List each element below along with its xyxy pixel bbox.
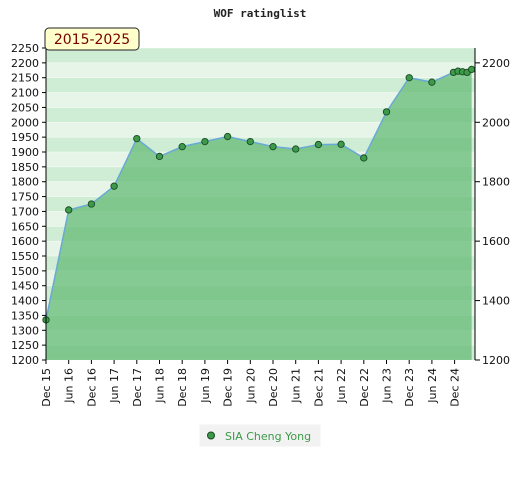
chart-title: WOF ratinglist bbox=[214, 7, 307, 20]
x-tick-label: Jun 17 bbox=[108, 368, 121, 404]
x-tick-label: Jun 16 bbox=[63, 368, 76, 404]
series-points bbox=[42, 65, 476, 324]
left-tick-label: 1650 bbox=[11, 220, 39, 233]
x-tick-label: Dec 19 bbox=[222, 368, 235, 407]
left-tick-label: 1850 bbox=[11, 161, 39, 174]
background-band bbox=[46, 62, 475, 78]
right-tick-label: 2200 bbox=[482, 57, 510, 70]
right-tick-label: 1200 bbox=[482, 354, 510, 367]
left-tick-label: 2150 bbox=[11, 72, 39, 85]
left-tick-label: 1950 bbox=[11, 131, 39, 144]
x-tick-label: Jun 18 bbox=[154, 368, 167, 404]
left-tick-label: 2100 bbox=[11, 87, 39, 100]
x-tick-label: Jun 23 bbox=[381, 368, 394, 404]
data-point bbox=[360, 154, 368, 162]
data-point bbox=[337, 140, 345, 148]
right-tick-label: 1800 bbox=[482, 176, 510, 189]
x-tick-label: Dec 24 bbox=[449, 368, 462, 407]
x-tick-label: Jun 21 bbox=[290, 368, 303, 404]
left-tick-label: 1600 bbox=[11, 235, 39, 248]
x-tick-label: Jun 22 bbox=[335, 368, 348, 404]
left-tick-label: 1350 bbox=[11, 309, 39, 322]
data-point bbox=[269, 143, 277, 151]
left-tick-label: 2250 bbox=[11, 42, 39, 55]
data-point bbox=[65, 206, 73, 214]
left-tick-label: 1700 bbox=[11, 205, 39, 218]
left-tick-label: 1250 bbox=[11, 339, 39, 352]
data-point bbox=[428, 78, 436, 86]
left-tick-label: 1900 bbox=[11, 146, 39, 159]
left-tick-label: 1550 bbox=[11, 250, 39, 263]
x-tick-label: Jun 24 bbox=[426, 368, 439, 404]
right-tick-label: 1400 bbox=[482, 295, 510, 308]
left-tick-label: 1750 bbox=[11, 191, 39, 204]
data-point bbox=[292, 145, 300, 153]
x-tick-label: Dec 15 bbox=[40, 368, 53, 407]
left-tick-label: 2050 bbox=[11, 101, 39, 114]
data-point bbox=[405, 74, 413, 82]
x-axis-ticks: Dec 15 Jun 16 Dec 16 Jun 17 Dec 17 Jun 18 Dec … bbox=[40, 360, 462, 407]
background-band bbox=[46, 77, 475, 93]
data-point bbox=[110, 182, 118, 190]
background-band bbox=[46, 48, 475, 63]
data-point bbox=[178, 143, 186, 151]
data-point bbox=[133, 134, 141, 143]
data-point bbox=[87, 200, 96, 208]
data-point bbox=[382, 108, 391, 116]
background-band bbox=[46, 107, 475, 123]
x-tick-label: Dec 16 bbox=[85, 368, 98, 407]
data-point bbox=[467, 65, 476, 74]
legend-marker bbox=[207, 431, 215, 440]
data-point bbox=[201, 137, 209, 146]
right-tick-label: 1600 bbox=[482, 235, 510, 248]
x-tick-label: Jun 20 bbox=[244, 368, 257, 404]
legend: SIA Cheng Yong bbox=[199, 424, 321, 447]
left-tick-label: 1400 bbox=[11, 295, 39, 308]
left-tick-label: 1200 bbox=[11, 354, 39, 367]
left-tick-label: 1450 bbox=[11, 280, 39, 293]
period-badge: 2015-2025 bbox=[44, 27, 140, 51]
x-tick-label: Jun 19 bbox=[199, 368, 212, 404]
data-point bbox=[223, 132, 232, 141]
background-band bbox=[46, 92, 475, 108]
x-tick-label: Dec 21 bbox=[312, 368, 325, 407]
background-band bbox=[46, 122, 475, 138]
x-tick-label: Dec 17 bbox=[131, 368, 144, 407]
right-axis-ticks: 1200 1400 1600 1800 2000 2200 bbox=[475, 57, 510, 367]
x-tick-label: Dec 23 bbox=[403, 368, 416, 407]
data-point bbox=[314, 140, 323, 149]
right-tick-label: 2000 bbox=[482, 116, 510, 129]
period-badge-label: 2015-2025 bbox=[54, 32, 130, 48]
series-area bbox=[46, 69, 472, 360]
left-tick-label: 1300 bbox=[11, 324, 39, 337]
x-tick-label: Dec 22 bbox=[358, 368, 371, 407]
left-tick-label: 2200 bbox=[11, 57, 39, 70]
left-tick-label: 1500 bbox=[11, 265, 39, 278]
left-tick-label: 2000 bbox=[11, 116, 39, 129]
data-point bbox=[155, 152, 164, 161]
legend-label: SIA Cheng Yong bbox=[225, 430, 311, 443]
left-tick-label: 1800 bbox=[11, 176, 39, 189]
x-tick-label: Dec 20 bbox=[267, 368, 280, 407]
data-point bbox=[246, 137, 254, 146]
x-tick-label: Dec 18 bbox=[176, 368, 189, 407]
